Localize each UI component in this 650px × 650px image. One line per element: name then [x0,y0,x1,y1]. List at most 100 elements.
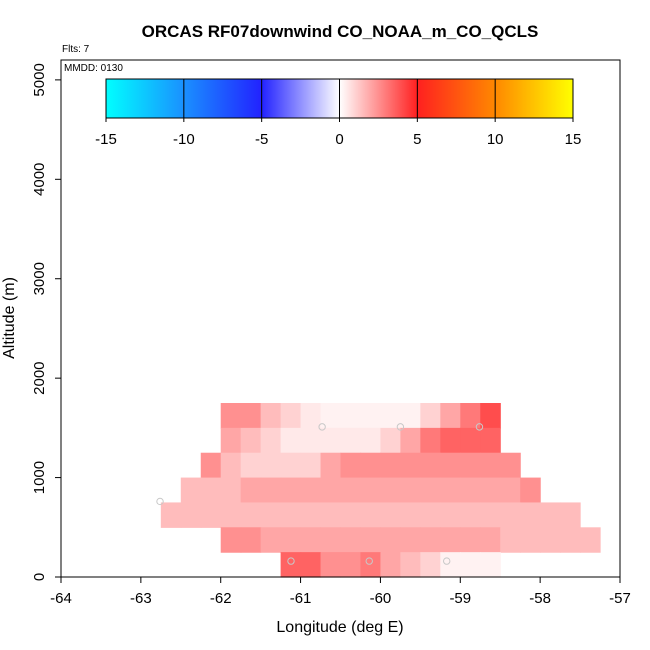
heatmap-cell [300,427,322,454]
heatmap-cell [220,502,242,528]
x-tick-label: -64 [50,590,72,607]
x-tick-label: -59 [449,590,471,607]
heatmap-cell [260,403,282,429]
heatmap-cell [260,427,282,454]
heatmap-cell [480,527,501,553]
y-tick-label: 4000 [31,163,48,196]
heatmap-cell [220,477,242,504]
heatmap-cell [280,527,302,553]
heatmap-cell [460,452,481,479]
heatmap-cell [480,552,501,578]
heatmap-cell [340,527,362,553]
heatmap-cell [380,427,401,454]
flight-point [475,423,484,431]
heatmap-cell [500,477,521,504]
heatmap-cell [260,452,282,479]
heatmap-cell [480,502,501,528]
flight-point [365,557,373,565]
heatmap-cell [320,477,342,504]
y-tick-label: 5000 [31,63,48,96]
heatmap-cell [400,477,421,504]
heatmap-cell [180,477,202,504]
heatmap-cell [240,502,262,528]
heatmap-cell [340,452,362,479]
heatmap-cell [480,452,501,479]
x-axis-title: Longitude (deg E) [276,619,403,636]
heatmap-cell [440,403,461,429]
date-label: MMDD: 0130 [64,63,123,74]
heatmap-cell [440,552,461,578]
heatmap-cell [440,527,461,553]
heatmap-cell [420,527,441,553]
heatmap-cell [420,552,441,578]
heatmap-cell [440,477,461,504]
heatmap-cell [560,527,581,553]
heatmap-cell [280,552,302,578]
heatmap-cell [520,502,541,528]
flight-point [396,423,405,431]
heatmap-cell [300,527,322,553]
flight-point [156,497,164,506]
y-tick-label: 1000 [31,461,48,494]
heatmap-cell [360,502,382,528]
heatmap-cell [360,403,382,429]
heatmap-cell [280,502,302,528]
heatmap-cell [480,403,501,429]
heatmap-cell [420,427,441,454]
heatmap-cell [280,427,302,454]
heatmap-cell [520,527,541,553]
heatmap-cell [240,403,262,429]
heatmap-cell [380,477,401,504]
heatmap-cell [460,427,481,454]
heatmap-cell [460,552,481,578]
heatmap-cell [520,477,541,504]
heatmap-cell [560,502,581,528]
heatmap-cell [300,477,322,504]
heatmap-cell [500,502,521,528]
plot-frame [60,59,621,578]
heatmap-cell [260,502,282,528]
heatmap-cell [260,527,282,553]
colorbar-tick-label: -15 [95,131,117,148]
heatmap-cell [220,527,242,553]
heatmap-cell [300,502,322,528]
y-tick-label: 3000 [31,262,48,295]
heatmap-cell [380,552,401,578]
flight-point [443,557,451,565]
heatmap-cell [220,403,242,429]
heatmap-cell [160,502,182,528]
heatmap-cell [400,403,421,429]
heatmap-cell [340,477,362,504]
heatmap-cell [380,452,401,479]
x-tick-label: -63 [130,590,152,607]
heatmap-cell [340,552,362,578]
heatmap-cell [460,477,481,504]
heatmap-cell [240,427,262,454]
heatmap-cell [460,403,481,429]
heatmap-cell [480,477,501,504]
y-axis: 0 1000 2000 3000 4000 5000 [31,63,61,581]
heatmap-cell [200,452,222,479]
x-tick-label: -60 [370,590,392,607]
heatmap-cell [180,502,202,528]
heatmap-cell [440,427,461,454]
colorbar-tick-label: -10 [173,131,195,148]
heatmap-cell [320,452,342,479]
y-axis-title: Altitude (m) [1,277,18,359]
heatmap-cell [360,452,382,479]
colorbar: -15 -10 -5 0 5 10 15 [95,78,581,148]
heatmap-cell [480,427,501,454]
heatmap-cell [380,527,401,553]
heatmap-cell [500,527,521,553]
heatmap-cell [500,452,521,479]
heatmap-cell [240,527,262,553]
heatmap-cell [340,427,362,454]
x-tick-label: -57 [609,590,631,607]
heatmap-cell [280,452,302,479]
heatmap-cell [220,427,242,454]
colorbar-tick-label: 10 [487,131,504,148]
heatmap-cell [400,452,421,479]
heatmap-cell [360,527,382,553]
heatmap-cell [320,527,342,553]
heatmap-cell [440,452,461,479]
